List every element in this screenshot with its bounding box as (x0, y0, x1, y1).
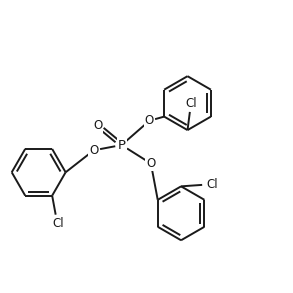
Text: O: O (89, 144, 98, 157)
Text: O: O (93, 119, 102, 132)
Text: Cl: Cl (53, 217, 64, 230)
Text: Cl: Cl (206, 178, 218, 191)
Text: Cl: Cl (185, 97, 197, 110)
Text: O: O (145, 114, 154, 127)
Text: O: O (146, 157, 156, 170)
Text: P: P (117, 139, 126, 151)
